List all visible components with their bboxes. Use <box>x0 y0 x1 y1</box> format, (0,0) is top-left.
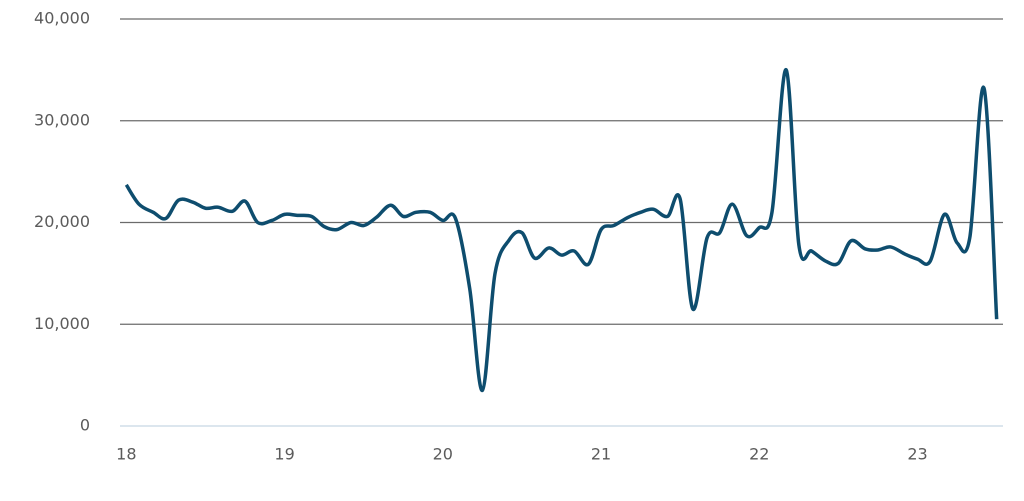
line <box>124 68 999 393</box>
x-tick-label: 19 <box>274 445 294 464</box>
x-tick-label: 23 <box>907 445 927 464</box>
x-tick-label: 20 <box>433 445 453 464</box>
x-tick-label: 21 <box>591 445 611 464</box>
x-tick-label: 22 <box>749 445 769 464</box>
y-tick-label: 30,000 <box>34 110 90 129</box>
y-tick-label: 10,000 <box>34 314 90 333</box>
y-tick-label: 20,000 <box>34 212 90 231</box>
y-tick-label: 0 <box>80 416 90 435</box>
x-tick-label: 18 <box>116 445 136 464</box>
y-tick-label: 40,000 <box>34 9 90 28</box>
